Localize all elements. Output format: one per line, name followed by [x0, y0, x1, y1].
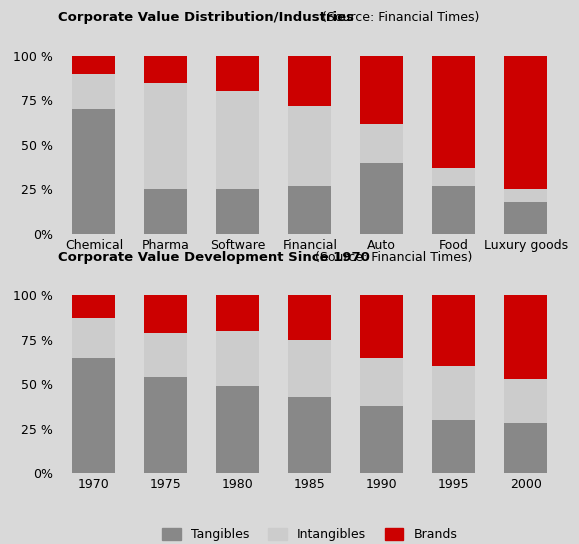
- Bar: [360, 295, 404, 357]
- Bar: [504, 56, 547, 189]
- Bar: [360, 163, 404, 234]
- Bar: [360, 56, 404, 123]
- Bar: [72, 109, 115, 234]
- Bar: [72, 73, 115, 109]
- Bar: [432, 367, 475, 420]
- Text: (Source: Financial Times): (Source: Financial Times): [0, 543, 1, 544]
- Text: Corporate Value Development Since 1970: Corporate Value Development Since 1970: [58, 251, 370, 264]
- Bar: [144, 189, 188, 234]
- Legend: Tangibles, Intangibles, Brands: Tangibles, Intangibles, Brands: [157, 523, 462, 544]
- Bar: [216, 295, 259, 331]
- Text: Corporate Value Distribution/Industries: Corporate Value Distribution/Industries: [58, 11, 354, 24]
- Bar: [432, 168, 475, 186]
- Text: (Source: Financial Times): (Source: Financial Times): [317, 11, 479, 24]
- Bar: [216, 189, 259, 234]
- Text: Corporate Value Distribution/Industries: Corporate Value Distribution/Industries: [0, 543, 1, 544]
- Bar: [432, 186, 475, 234]
- Bar: [288, 186, 331, 234]
- Text: (Source: Financial Times): (Source: Financial Times): [311, 251, 472, 264]
- Bar: [144, 295, 188, 332]
- Bar: [360, 406, 404, 473]
- Bar: [288, 56, 331, 106]
- Bar: [504, 423, 547, 473]
- Bar: [360, 123, 404, 163]
- Bar: [360, 357, 404, 406]
- Text: (Source: Financial Times): (Source: Financial Times): [0, 543, 1, 544]
- Bar: [288, 295, 331, 340]
- Bar: [144, 56, 188, 83]
- Bar: [72, 318, 115, 357]
- Bar: [504, 189, 547, 202]
- Bar: [432, 56, 475, 168]
- Bar: [288, 397, 331, 473]
- Bar: [72, 56, 115, 73]
- Bar: [72, 295, 115, 318]
- Bar: [504, 295, 547, 379]
- Bar: [144, 377, 188, 473]
- Bar: [216, 91, 259, 189]
- Bar: [288, 106, 331, 186]
- Text: Corporate Value Development Since 1970: Corporate Value Development Since 1970: [0, 543, 1, 544]
- Bar: [216, 56, 259, 91]
- Bar: [144, 332, 188, 377]
- Bar: [288, 340, 331, 397]
- Bar: [72, 357, 115, 473]
- Bar: [432, 420, 475, 473]
- Legend: Tangibles, Intangibles, Brands: Tangibles, Intangibles, Brands: [157, 283, 462, 307]
- Bar: [432, 295, 475, 367]
- Bar: [216, 331, 259, 386]
- Bar: [144, 83, 188, 189]
- Bar: [504, 379, 547, 423]
- Bar: [504, 202, 547, 234]
- Bar: [216, 386, 259, 473]
